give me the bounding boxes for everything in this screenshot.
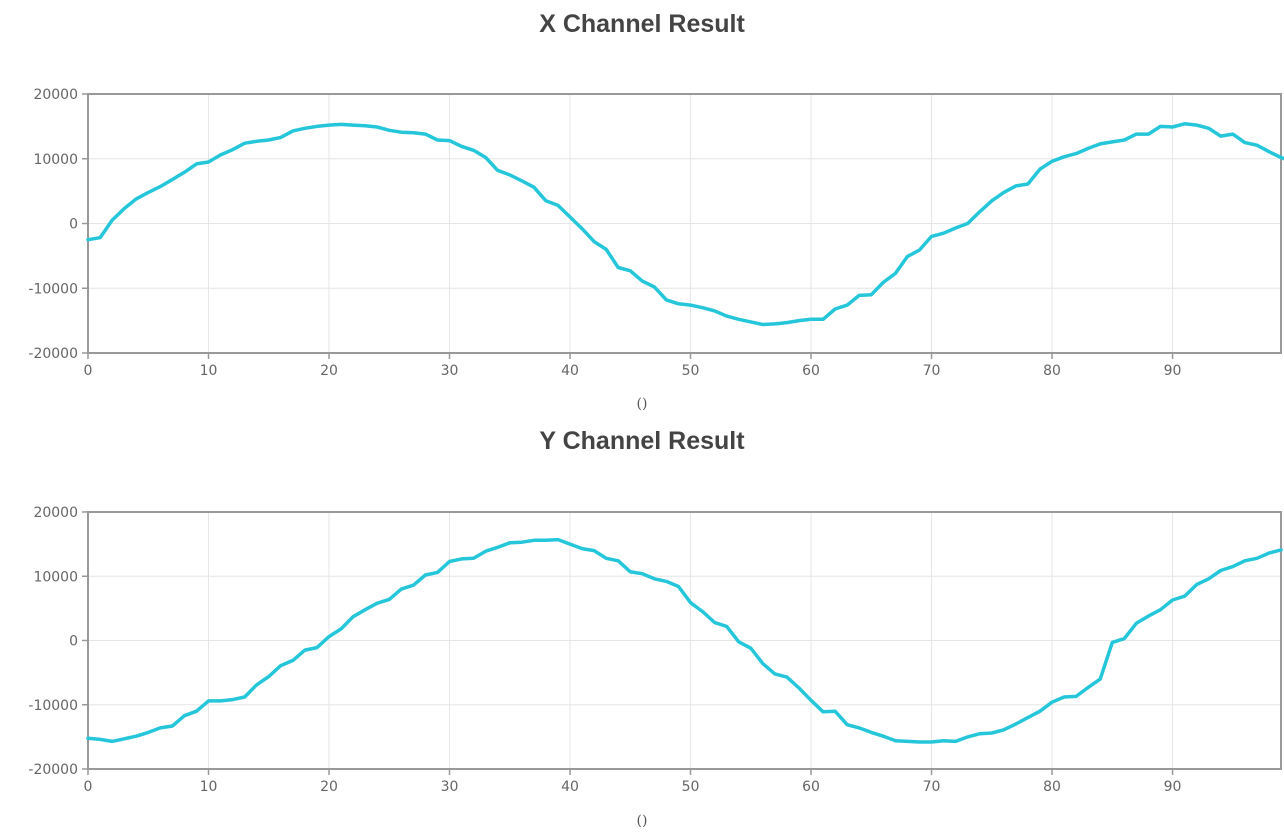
x-channel-xtick-label-60: 60 (802, 363, 820, 379)
x-channel-chart-svg: X Channel Result -20000 -10000 0 10000 20000 0… (28, 10, 1284, 412)
x-channel-ytick-label--20000: -20000 (28, 346, 78, 362)
x-channel-chart: X Channel Result -20000 -10000 0 10000 20000 0… (0, 0, 1284, 416)
x-channel-xtick-label-90: 90 (1164, 363, 1182, 379)
y-channel-ytick-label-0: 0 (69, 634, 78, 650)
y-channel-chart-svg: Y Channel Result -20000 -10000 0 10000 20000 0… (28, 427, 1283, 829)
y-channel-xtick-label-60: 60 (802, 779, 820, 795)
x-channel-title: X Channel Result (539, 10, 745, 38)
x-channel-xtick-label-10: 10 (200, 363, 218, 379)
x-channel-series-line (86, 122, 1284, 327)
x-channel-xtick-label-0: 0 (84, 363, 93, 379)
y-channel-series-line (86, 537, 1283, 744)
y-channel-xtick-label-30: 30 (441, 779, 459, 795)
y-channel-title: Y Channel Result (539, 427, 745, 455)
x-channel-xtick-label-80: 80 (1043, 363, 1061, 379)
y-channel-ytick-label--10000: -10000 (28, 698, 78, 714)
y-channel-xtick-label-90: 90 (1164, 779, 1182, 795)
x-channel-ytick-label--10000: -10000 (28, 281, 78, 297)
x-channel-xtick-label-30: 30 (441, 363, 459, 379)
y-channel-xlabel: () (637, 813, 648, 829)
y-channel-xtick-label-40: 40 (561, 779, 579, 795)
y-channel-xtick-label-20: 20 (320, 779, 338, 795)
y-channel-ytick-label-10000: 10000 (33, 569, 78, 585)
y-channel-xtick-label-0: 0 (84, 779, 93, 795)
x-channel-xlabel: () (637, 396, 648, 412)
y-channel-xtick-label-10: 10 (200, 779, 218, 795)
x-channel-xtick-label-20: 20 (320, 363, 338, 379)
x-channel-ytick-label-10000: 10000 (33, 152, 78, 168)
x-channel-ytick-label-20000: 20000 (33, 87, 78, 103)
y-channel-chart: Y Channel Result -20000 -10000 0 10000 20000 0… (0, 416, 1284, 833)
y-channel-xtick-label-80: 80 (1043, 779, 1061, 795)
y-channel-xtick-label-50: 50 (682, 779, 700, 795)
x-channel-xtick-label-40: 40 (561, 363, 579, 379)
y-channel-ytick-label-20000: 20000 (33, 505, 78, 521)
x-channel-ytick-label-0: 0 (69, 217, 78, 233)
x-channel-xtick-label-70: 70 (923, 363, 941, 379)
x-channel-xtick-label-50: 50 (682, 363, 700, 379)
y-channel-ytick-label--20000: -20000 (28, 762, 78, 778)
y-channel-xtick-label-70: 70 (923, 779, 941, 795)
